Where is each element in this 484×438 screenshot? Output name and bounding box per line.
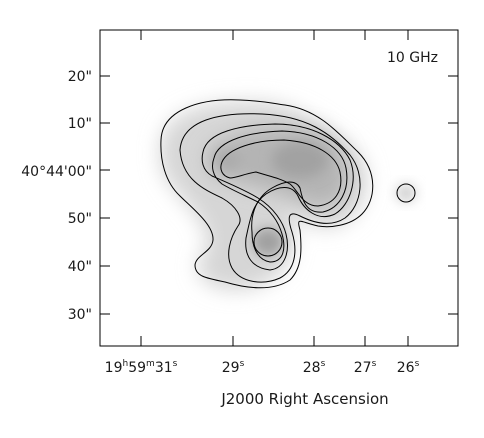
y-axis-ticks (100, 75, 458, 315)
plot-frame (99, 29, 459, 347)
contour-level-5 (220, 139, 342, 207)
y-tick-label: 30" (68, 307, 92, 323)
emission-image (160, 101, 416, 291)
frequency-label: 10 GHz (387, 50, 438, 66)
x-axis-ticks (140, 30, 409, 346)
contour-compact-knot (253, 227, 283, 257)
y-tick-label: 20" (68, 69, 92, 85)
y-tick-label-main: 40°44'00" (21, 164, 92, 180)
x-tick-label: 27s (354, 359, 377, 376)
x-tick-label-first: 19h59m31s (105, 359, 178, 376)
contour-lines (160, 99, 416, 289)
x-tick-label: 29s (222, 359, 245, 376)
contour-level-4 (212, 130, 348, 263)
y-tick-label: 10" (68, 116, 92, 132)
y-tick-label: 40" (68, 259, 92, 275)
x-axis-title: J2000 Right Ascension (220, 390, 388, 408)
contour-point-source (396, 183, 416, 203)
contour-level-2 (179, 113, 361, 283)
contour-level-1 (160, 99, 374, 289)
x-tick-label: 28s (303, 359, 326, 376)
y-tick-label: 50" (68, 211, 92, 227)
x-tick-label: 26s (397, 359, 420, 376)
